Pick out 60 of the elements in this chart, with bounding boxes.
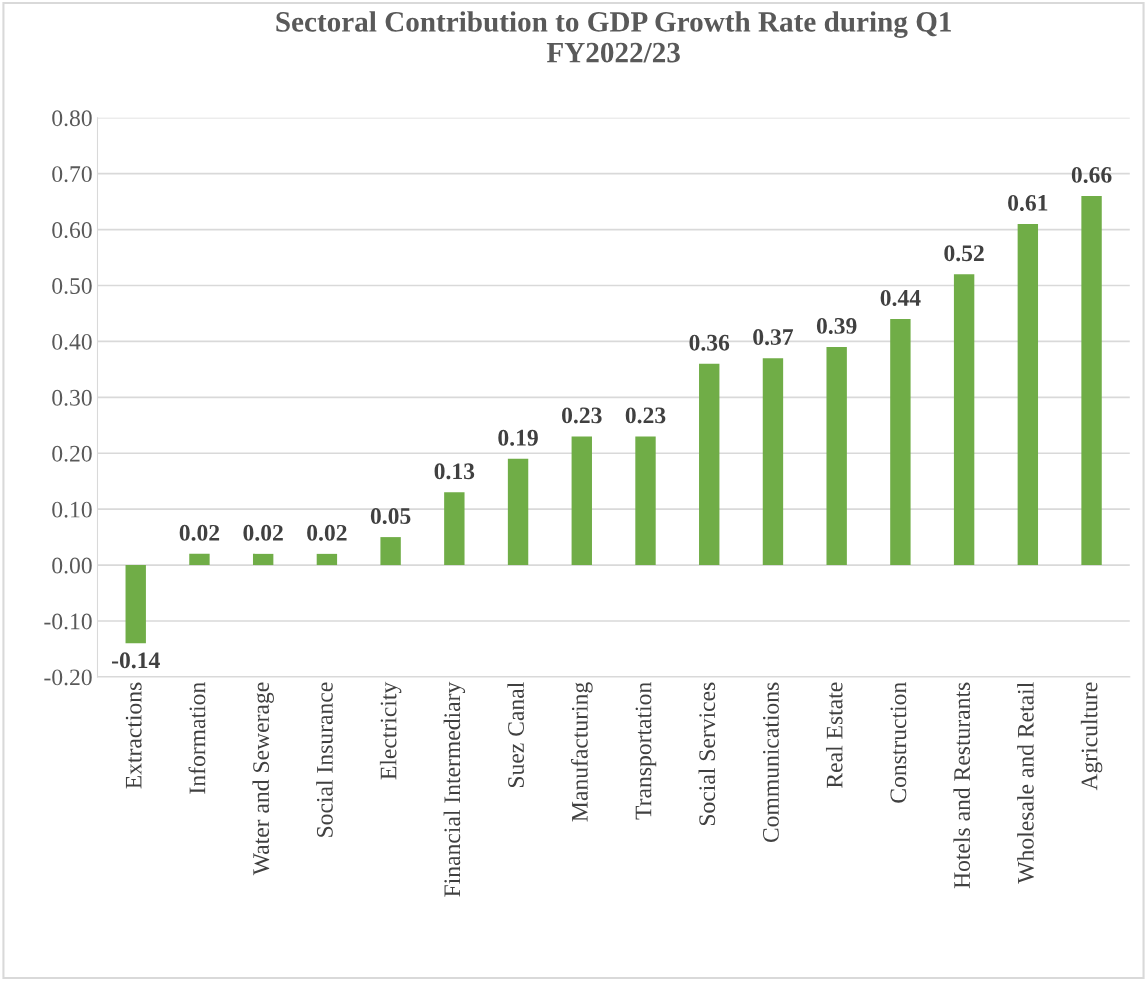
bar [635, 436, 656, 566]
bar [953, 274, 975, 566]
y-tick-label: 0.60 [52, 222, 92, 239]
bar [444, 492, 465, 566]
y-tick-label: 0.70 [52, 166, 92, 183]
data-label: 0.61 [1008, 194, 1048, 211]
bar [380, 537, 401, 566]
data-label: 0.19 [498, 429, 538, 446]
x-tick-label: Agriculture [1080, 682, 1103, 791]
y-tick-label: -0.20 [44, 669, 92, 686]
x-tick-label: Hotels and Resturants [953, 682, 971, 889]
bar [125, 565, 146, 644]
data-label: 0.37 [753, 329, 794, 346]
x-tick-label: Transportation [635, 682, 657, 820]
bar [1081, 196, 1102, 566]
data-label: 0.44 [880, 289, 921, 306]
y-tick-label: 0.10 [52, 501, 92, 518]
y-tick-label: 0.00 [52, 557, 92, 574]
bar [1017, 223, 1039, 566]
data-label: 0.39 [816, 317, 857, 334]
data-label: 0.13 [434, 463, 475, 480]
data-label: 0.02 [179, 524, 220, 541]
data-label: 0.02 [307, 524, 347, 541]
data-label: 0.23 [562, 407, 602, 424]
data-label: -0.14 [112, 652, 160, 669]
bar [890, 319, 911, 566]
data-label: 0.23 [625, 407, 666, 424]
x-tick-label: Suez Canal [507, 682, 524, 788]
x-tick-label: Social Insurance [316, 682, 333, 837]
x-tick-label: Water and Sewerage [252, 682, 274, 876]
bar [316, 553, 338, 566]
bar [699, 363, 720, 566]
data-label: 0.52 [944, 245, 984, 262]
y-tick-label: 0.20 [52, 445, 92, 462]
bar [252, 553, 274, 566]
x-tick-label: Construction [890, 682, 907, 803]
x-tick-label: Extractions [125, 682, 142, 789]
data-label: 0.66 [1071, 166, 1112, 183]
data-label: 0.02 [243, 524, 283, 541]
data-label: 0.36 [689, 334, 730, 351]
bar [826, 346, 847, 566]
chart-title: Sectoral Contribution to GDP Growth Rate during Q1 FY2022/23 [276, 11, 951, 63]
x-tick-label: Communications [762, 682, 779, 843]
y-tick-label: 0.30 [52, 389, 92, 406]
x-tick-label: Financial Intermediary [443, 681, 466, 897]
y-tick-label: 0.50 [52, 277, 92, 294]
bar [571, 436, 592, 566]
x-tick-label: Real Estate [825, 682, 843, 788]
data-label: 0.05 [370, 508, 411, 525]
x-tick-label: Wholesale and Retail [1017, 682, 1034, 884]
x-tick-label: Electricity [379, 681, 402, 780]
bar [189, 553, 210, 566]
x-tick-label: Information [188, 682, 206, 794]
bar [507, 458, 529, 566]
y-tick-label: 0.40 [52, 333, 92, 350]
y-tick-label: -0.10 [44, 613, 92, 630]
x-tick-label: Social Services [698, 682, 716, 826]
bar [762, 358, 784, 566]
x-tick-label: Manufacturing [570, 682, 593, 822]
y-tick-label: 0.80 [52, 110, 92, 127]
